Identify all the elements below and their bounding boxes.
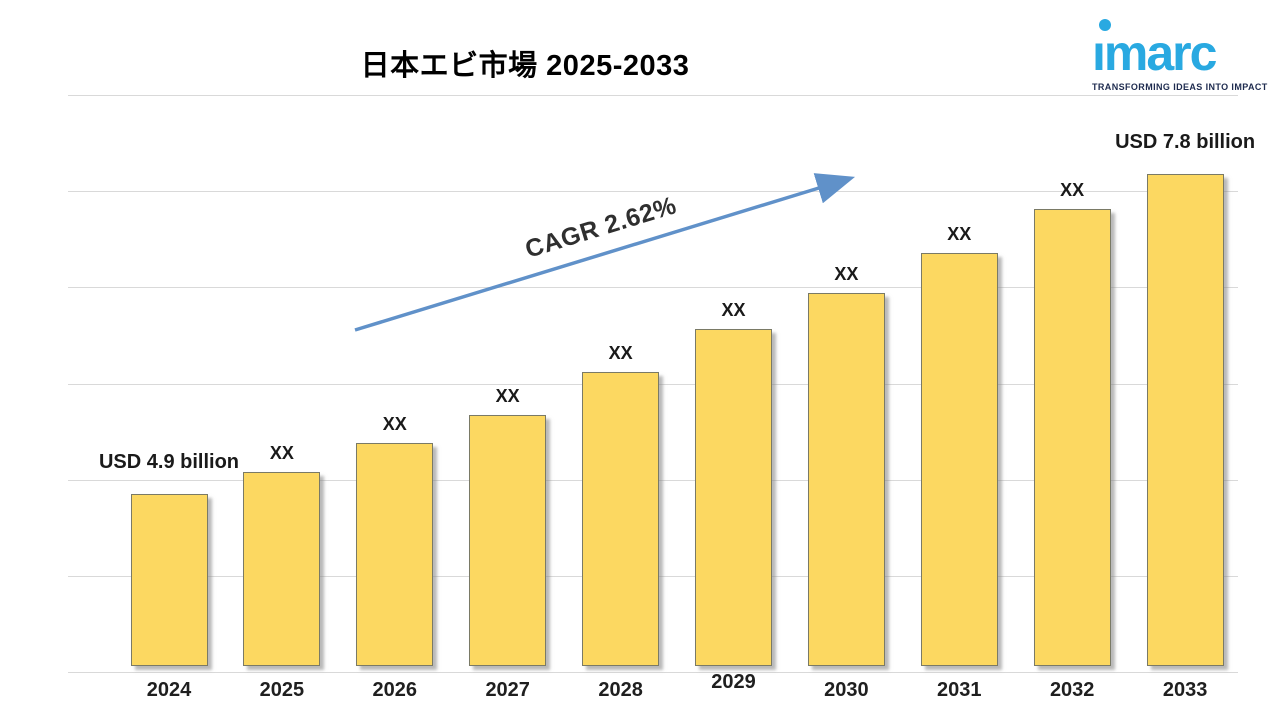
axis-label-2033: 2033	[1162, 679, 1208, 701]
gridline	[68, 95, 1238, 96]
imarc-logo-dot-icon	[1099, 19, 1111, 31]
imarc-wordmark: ımarc	[1092, 16, 1264, 80]
bar-2029	[695, 329, 772, 666]
axis-label-2031: 2031	[937, 679, 982, 701]
axis-label-2025: 2025	[259, 679, 305, 701]
value-label-2024: USD 4.9 billion	[98, 451, 240, 473]
value-label-2030: XX	[834, 264, 859, 284]
axis-label-2024: 2024	[146, 679, 192, 701]
value-label-2026: XX	[382, 414, 407, 434]
bar-2031	[920, 253, 998, 666]
value-label-2027: XX	[495, 386, 520, 406]
bar-2026	[356, 443, 434, 666]
bar-2030	[807, 293, 885, 666]
bar-2024	[130, 494, 208, 666]
imarc-logo: ımarc TRANSFORMING IDEAS INTO IMPACT	[1092, 16, 1268, 92]
bar-2025	[243, 472, 321, 666]
chart-title: 日本エビ市場 2025-2033	[360, 50, 690, 82]
axis-label-2028: 2028	[598, 679, 643, 701]
bar-2033	[1146, 174, 1224, 666]
bar-2032	[1033, 209, 1111, 666]
axis-label-2026: 2026	[372, 679, 418, 701]
axis-label-2030: 2030	[824, 679, 869, 701]
cagr-label: CAGR 2.62%	[521, 191, 680, 264]
value-label-2033: USD 7.8 billion	[1115, 131, 1256, 153]
value-label-2031: XX	[947, 224, 972, 244]
gridline	[68, 672, 1238, 673]
axis-label-2029: 2029	[711, 671, 756, 693]
imarc-tagline: TRANSFORMING IDEAS INTO IMPACT	[1092, 82, 1268, 92]
value-label-2025: XX	[269, 443, 294, 463]
imarc-brand-text: ımarc	[1092, 25, 1217, 81]
bar-2028	[582, 372, 660, 666]
value-label-2029: XX	[721, 300, 746, 320]
axis-label-2027: 2027	[485, 679, 530, 701]
value-label-2028: XX	[608, 343, 633, 363]
value-label-2032: XX	[1060, 180, 1085, 200]
axis-label-2032: 2032	[1049, 679, 1095, 701]
bar-2027	[469, 415, 547, 666]
